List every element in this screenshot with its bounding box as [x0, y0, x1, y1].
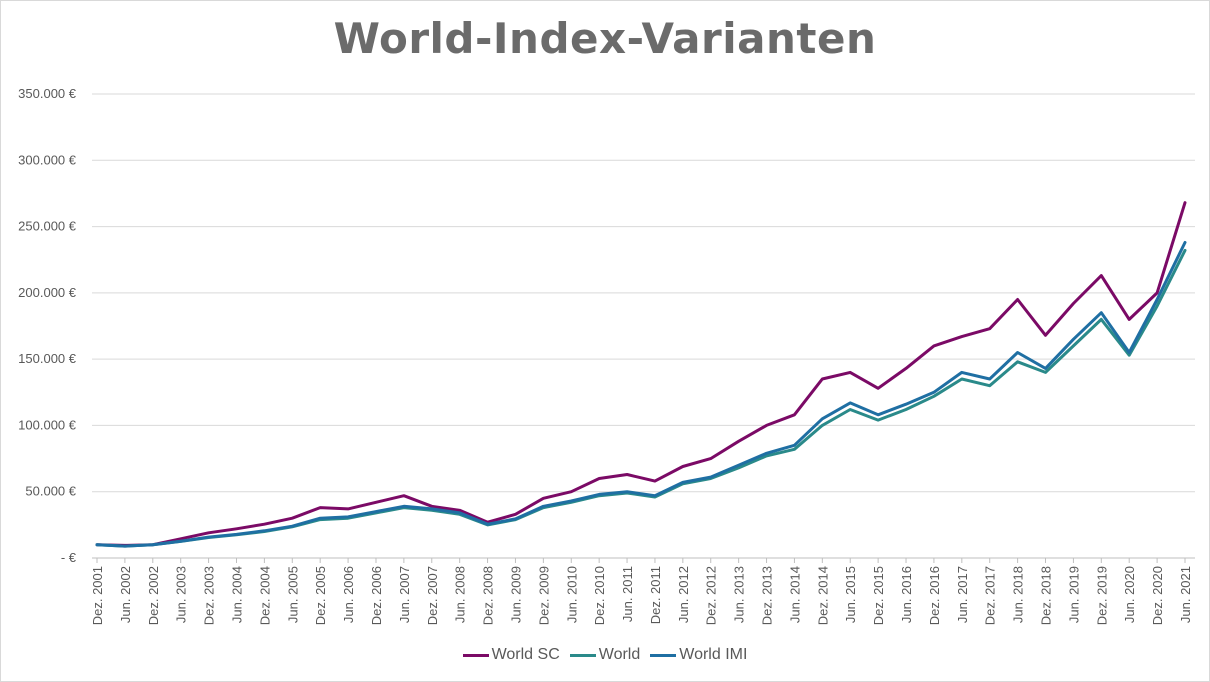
y-tick-label: 250.000 €	[18, 219, 77, 234]
x-tick-label: Jun. 2004	[229, 566, 244, 623]
x-tick-label: Jun. 2016	[899, 566, 914, 623]
x-tick-label: Dez. 2013	[760, 566, 775, 625]
x-tick-label: Dez. 2012	[704, 566, 719, 625]
x-tick-label: Dez. 2006	[369, 566, 384, 625]
x-tick-label: Jun. 2014	[787, 566, 802, 623]
x-tick-label: Dez. 2010	[592, 566, 607, 625]
x-tick-label: Jun. 2006	[341, 566, 356, 623]
x-tick-label: Jun. 2019	[1066, 566, 1081, 623]
x-tick-label: Jun. 2021	[1178, 566, 1193, 623]
legend-swatch-world-sc	[462, 653, 489, 657]
x-tick-label: Dez. 2014	[815, 566, 830, 625]
x-tick-label: Dez. 2008	[481, 566, 496, 625]
x-tick-label: Dez. 2003	[202, 566, 217, 625]
y-tick-label: 350.000 €	[18, 86, 77, 101]
x-tick-label: Dez. 2015	[871, 566, 886, 625]
legend-item-world-sc: World SC	[462, 646, 560, 664]
series-line-world-imi	[95, 241, 1187, 548]
legend-item-world: World	[569, 646, 641, 664]
x-tick-label: Jun. 2012	[676, 566, 691, 623]
x-tick-label: Jun. 2017	[955, 566, 970, 623]
series-line-world	[95, 248, 1187, 548]
y-tick-label: - €	[61, 550, 77, 565]
y-tick-label: 150.000 €	[18, 351, 77, 366]
y-tick-label: 100.000 €	[18, 417, 77, 432]
legend-label-world: World	[598, 646, 641, 663]
x-tick-label: Jun. 2005	[285, 566, 300, 623]
y-tick-label: 300.000 €	[18, 152, 77, 167]
chart-title: World-Index-Varianten	[333, 14, 877, 63]
legend-item-world-imi: World IMI	[650, 646, 747, 664]
y-tick-label: 50.000 €	[25, 484, 76, 499]
x-tick-label: Dez. 2009	[536, 566, 551, 625]
x-tick-label: Jun. 2007	[397, 566, 412, 623]
x-tick-label: Jun. 2011	[620, 566, 635, 622]
x-tick-label: Dez. 2020	[1150, 566, 1165, 625]
x-tick-label: Jun. 2002	[118, 566, 133, 623]
x-tick-label: Jun. 2003	[174, 566, 189, 623]
x-tick-label: Jun. 2020	[1122, 566, 1137, 623]
legend-label-world-imi: World IMI	[679, 646, 748, 663]
legend: World SC World World IMI	[0, 646, 1210, 664]
y-tick-label: 200.000 €	[18, 285, 77, 300]
legend-swatch-world	[569, 653, 596, 657]
x-tick-label: Dez. 2001	[90, 566, 105, 625]
x-tick-label: Dez. 2002	[146, 566, 161, 625]
x-tick-label: Jun. 2010	[564, 566, 579, 623]
series-line-world-sc	[95, 201, 1187, 547]
x-tick-label: Jun. 2013	[732, 566, 747, 623]
x-tick-label: Dez. 2016	[927, 566, 942, 625]
x-tick-label: Dez. 2005	[313, 566, 328, 625]
x-tick-label: Jun. 2009	[508, 566, 523, 623]
x-tick-label: Jun. 2015	[843, 566, 858, 623]
x-tick-label: Jun. 2008	[453, 566, 468, 623]
x-tick-label: Dez. 2004	[257, 566, 272, 625]
x-tick-label: Dez. 2017	[983, 566, 998, 625]
legend-swatch-world-imi	[650, 653, 677, 657]
x-tick-label: Dez. 2007	[425, 566, 440, 625]
x-tick-label: Dez. 2011	[648, 566, 663, 624]
legend-label-world-sc: World SC	[491, 646, 560, 663]
x-tick-label: Dez. 2019	[1094, 566, 1109, 625]
x-tick-label: Dez. 2018	[1039, 566, 1054, 625]
x-tick-label: Jun. 2018	[1011, 566, 1026, 623]
